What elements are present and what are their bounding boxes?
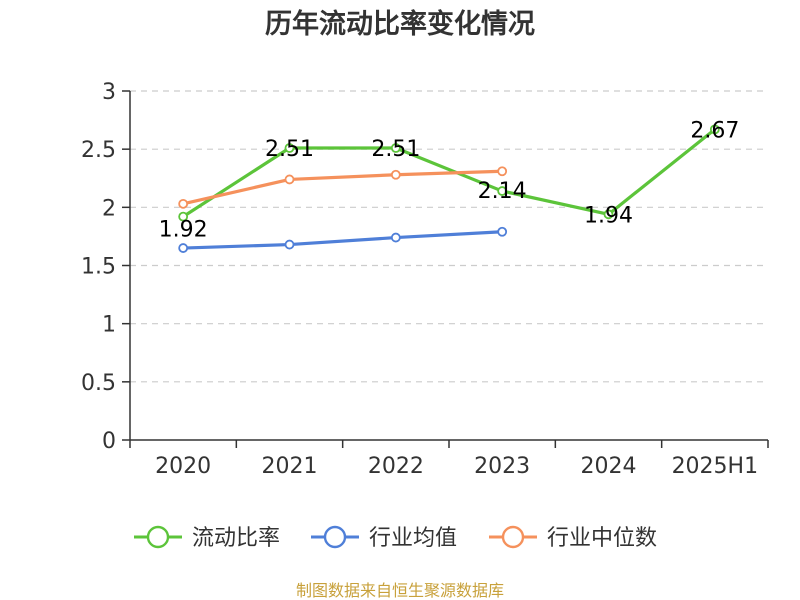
data-point [284, 143, 295, 153]
source-note: 制图数据来自恒生聚源数据库 [296, 581, 504, 600]
series-lines [178, 124, 720, 253]
legend-label: 行业均值 [369, 526, 457, 551]
data-point [284, 239, 295, 250]
series-line-1 [181, 127, 717, 219]
legend-label: 行业中位数 [547, 526, 657, 551]
data-point [178, 198, 189, 209]
axes: 0 0.5 1 1.5 2 2.5 3 2020 2021 2022 2023 2024 2025H1 [81, 80, 769, 479]
y-tick-label: 0.5 [81, 371, 116, 396]
series-line-2 [181, 230, 504, 250]
data-point [390, 143, 401, 153]
chart-title: 历年流动比率变化情况 [265, 8, 535, 40]
data-label: 2.67 [690, 118, 739, 143]
x-tick-label: 2023 [474, 454, 530, 479]
data-point [178, 243, 189, 253]
data-point [603, 209, 614, 220]
data-point [497, 186, 508, 196]
legend-item: 流动比率 [134, 525, 280, 551]
series-line-3 [181, 169, 504, 206]
legend-label: 流动比率 [192, 526, 280, 551]
y-tick-label: 1.5 [81, 255, 116, 280]
legend-marker [501, 525, 525, 549]
x-tick-label: 2020 [155, 454, 211, 479]
x-tick-label: 2025H1 [672, 454, 759, 479]
x-tick-label: 2021 [262, 454, 318, 479]
legend-marker [323, 525, 347, 549]
data-label: 1.94 [584, 203, 633, 228]
legend-marker [146, 525, 170, 549]
y-tick-label: 2.5 [81, 138, 116, 163]
data-point [497, 226, 508, 237]
data-point [390, 169, 401, 180]
data-point [709, 124, 720, 135]
data-label: 1.92 [159, 218, 208, 243]
y-tick-label: 2 [102, 196, 116, 221]
data-label: 2.51 [265, 137, 314, 162]
y-tick-label: 1 [102, 313, 116, 338]
data-point [497, 166, 508, 177]
legend-item: 行业中位数 [489, 525, 657, 551]
data-labels: 1.92 2.51 2.51 2.14 1.94 2.67 [159, 118, 740, 242]
data-point [178, 211, 189, 222]
data-label: 2.51 [371, 137, 420, 162]
y-tick-label: 3 [102, 80, 116, 105]
data-point [284, 174, 295, 185]
grid-lines [130, 90, 768, 383]
data-point [390, 232, 401, 243]
data-label: 2.14 [478, 179, 527, 204]
y-tick-label: 0 [102, 429, 116, 454]
legend: 流动比率 行业均值 行业中位数 [134, 525, 657, 551]
x-tick-label: 2024 [581, 454, 637, 479]
x-tick-label: 2022 [368, 454, 424, 479]
legend-item: 行业均值 [311, 525, 457, 551]
